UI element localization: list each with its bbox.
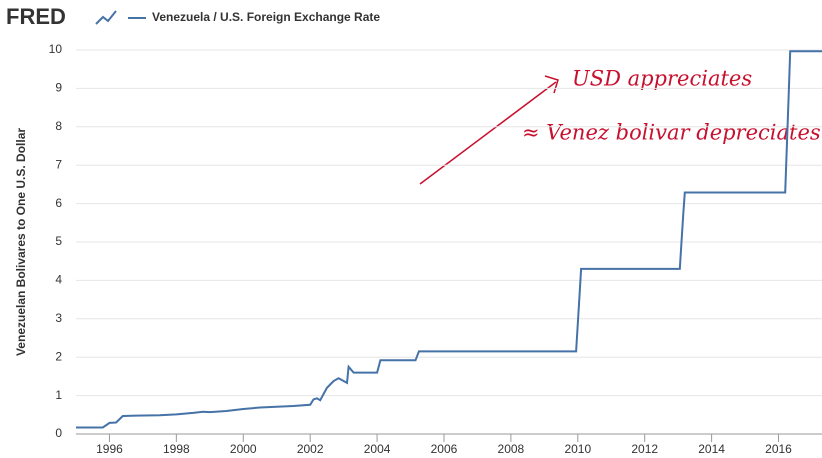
x-tick-label: 1998 [163, 442, 190, 456]
y-tick-label: 5 [55, 234, 62, 248]
y-axis-label: Venezuelan Bolivares to One U.S. Dollar [14, 128, 28, 356]
y-tick-label: 8 [55, 119, 62, 133]
x-tick-label: 1996 [96, 442, 123, 456]
x-tick-label: 2014 [698, 442, 725, 456]
y-tick-label: 3 [55, 311, 62, 325]
annotation: ≈ Venez bolivar depreciates [522, 121, 821, 145]
x-tick-label: 2016 [765, 442, 792, 456]
y-tick-label: 1 [55, 388, 62, 402]
y-tick-label: 7 [55, 157, 62, 171]
x-tick-label: 2002 [297, 442, 324, 456]
y-tick-label: 6 [55, 196, 62, 210]
series-line [76, 50, 822, 429]
x-tick-label: 2006 [431, 442, 458, 456]
legend-label: Venezuela / U.S. Foreign Exchange Rate [152, 10, 380, 24]
logo: FRED [6, 4, 66, 29]
y-tick-label: 0 [55, 426, 62, 440]
y-tick-label: 9 [55, 81, 62, 95]
arrow [419, 81, 557, 185]
y-tick-label: 2 [55, 349, 62, 363]
x-tick-label: 2012 [631, 442, 658, 456]
logo-icon [95, 10, 117, 25]
x-tick-label: 2010 [564, 442, 591, 456]
y-tick-label: 10 [49, 42, 63, 56]
x-tick-label: 2000 [230, 442, 257, 456]
y-tick-label: 4 [55, 273, 62, 287]
x-tick-label: 2008 [498, 442, 525, 456]
annotation: USD appreciates [572, 67, 752, 91]
x-tick-label: 2004 [364, 442, 391, 456]
